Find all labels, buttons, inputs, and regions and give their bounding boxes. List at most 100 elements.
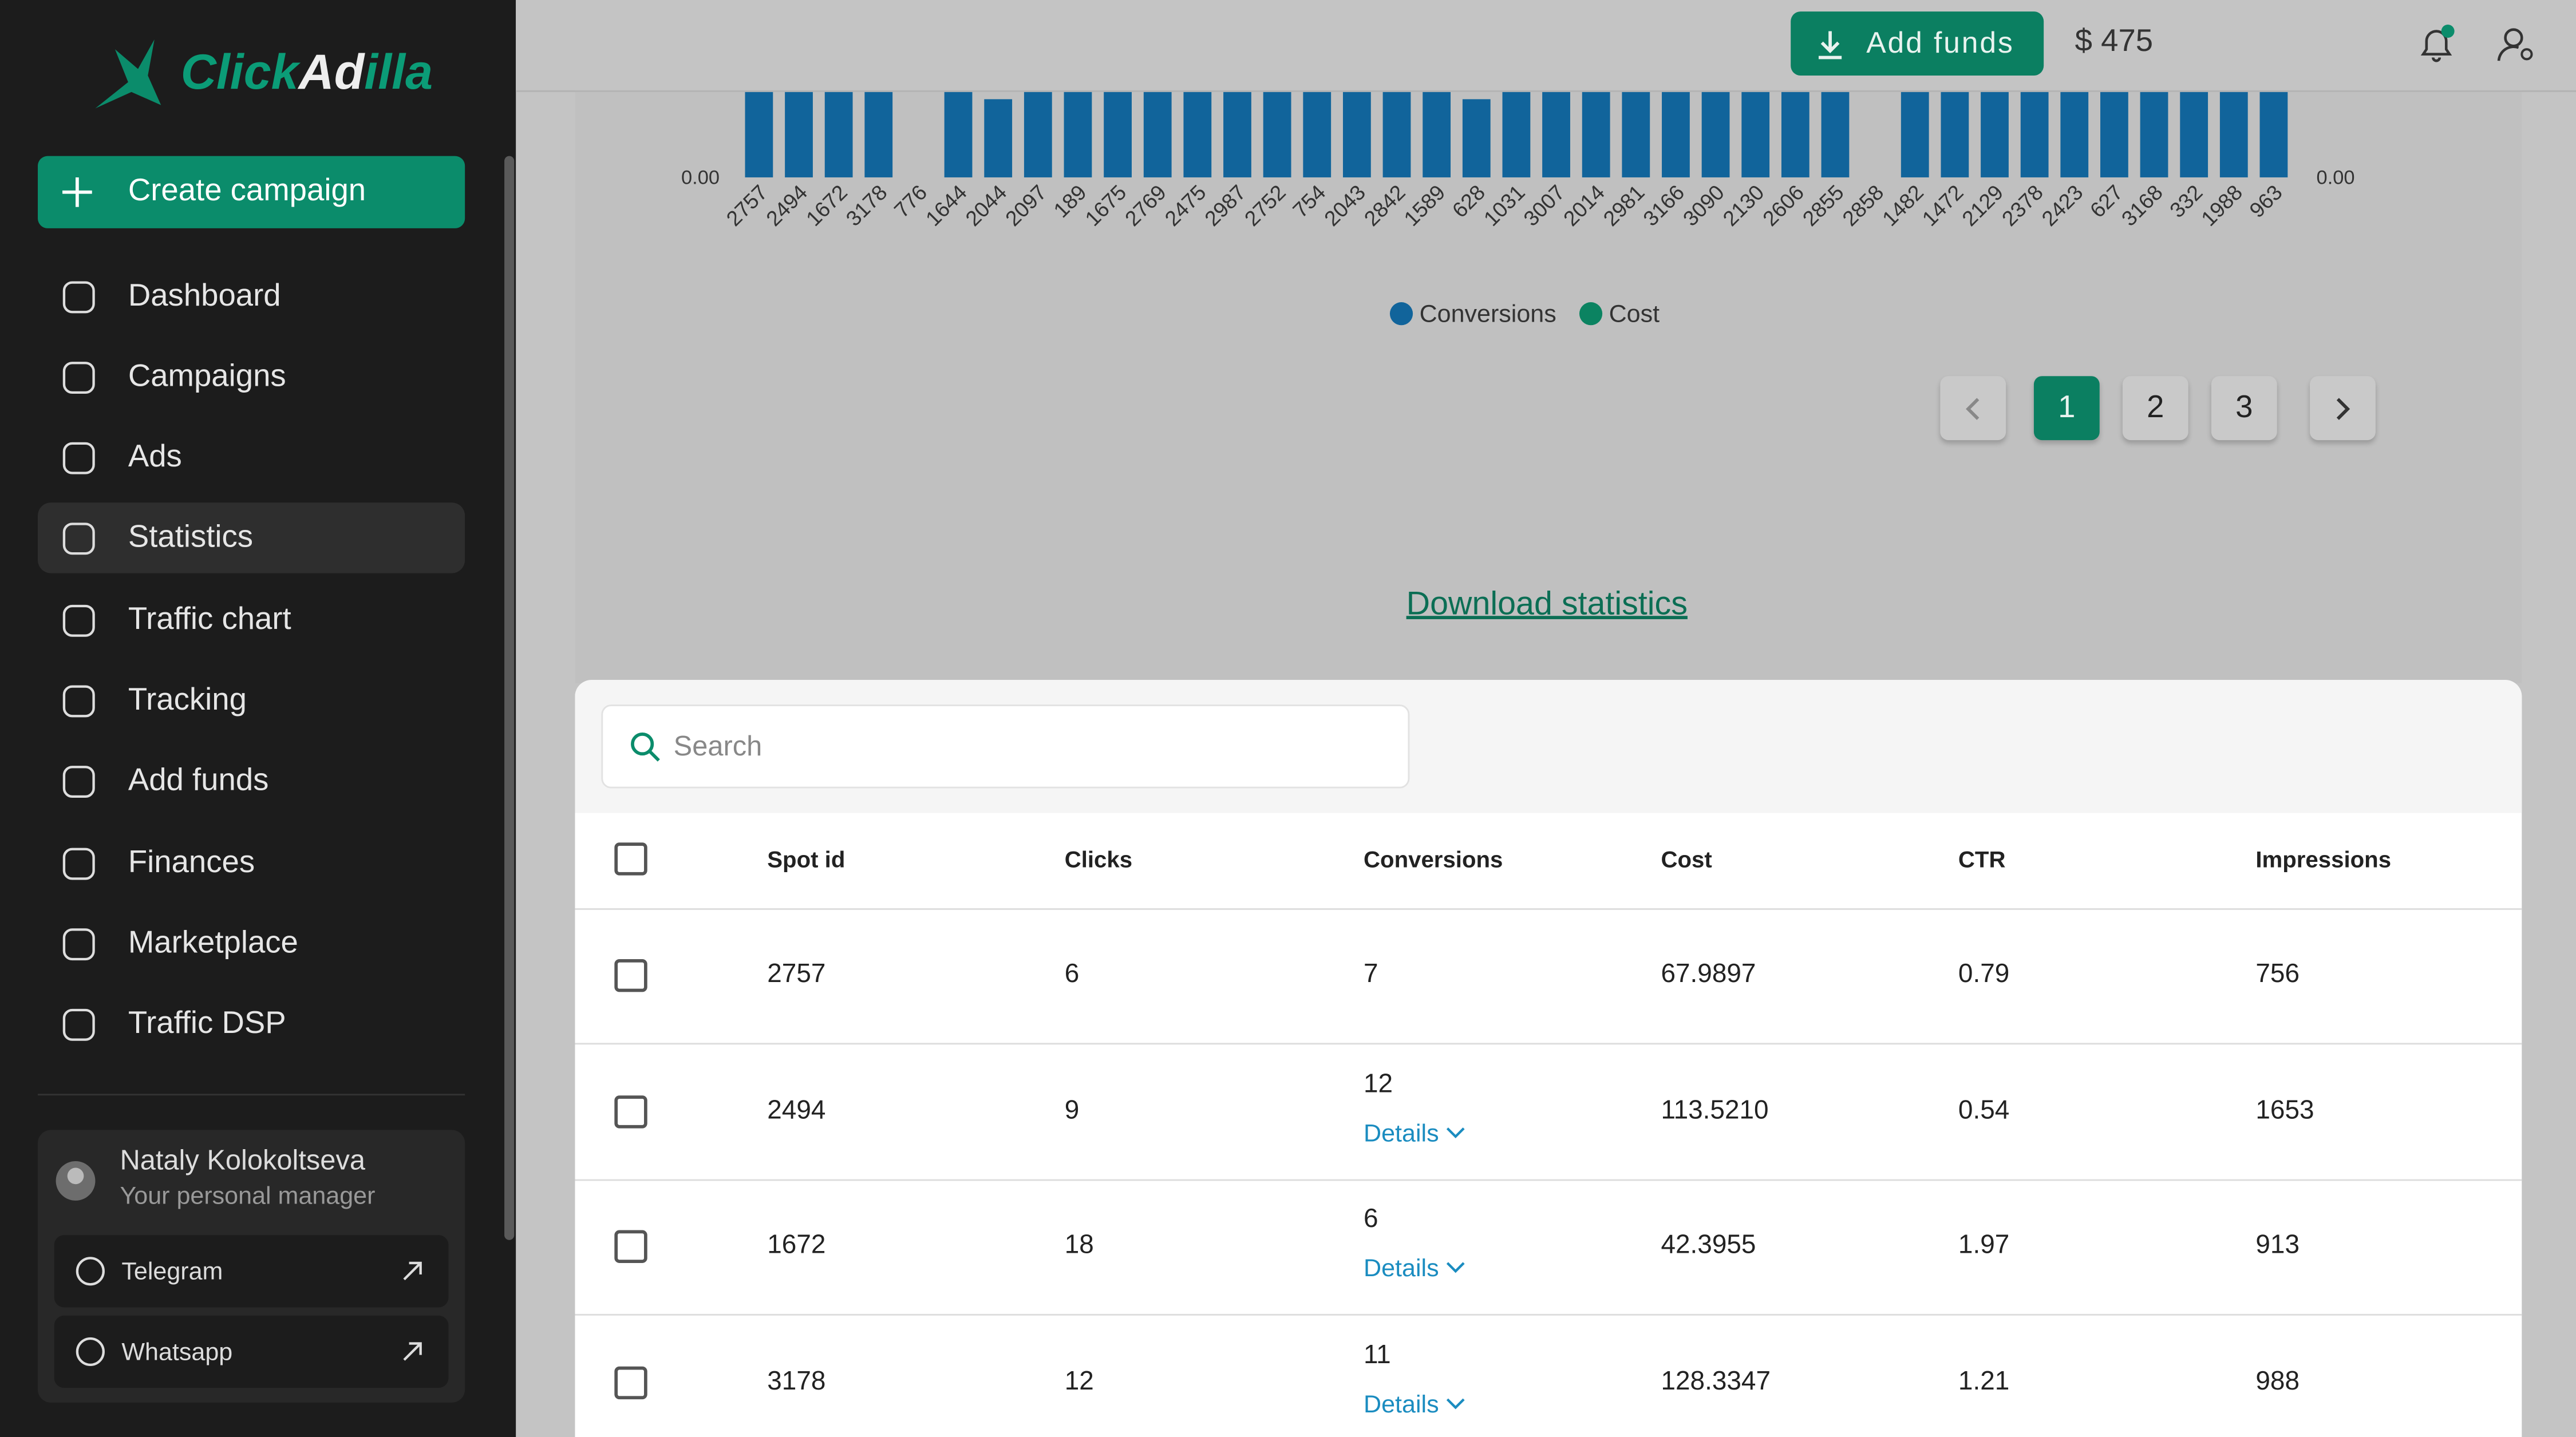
menu-item[interactable]: Traffic chart [38,585,465,655]
table-cell: 0.79 [1958,960,2010,989]
menu-label: Marketplace [128,925,298,960]
manager-name: Nataly Kolokoltseva [120,1145,366,1176]
menu-item[interactable]: Traffic DSP [38,989,465,1059]
header [516,0,2576,92]
legend-swatch [1389,302,1413,326]
divider [38,1094,465,1096]
sidebar: ClickAdilla Create campaign Dashboard Cam… [0,0,516,1437]
x-tick-label: 3178 [841,180,891,231]
menu-label: Campaigns [128,359,286,394]
scrollbar[interactable] [504,156,515,1240]
x-tick-label: 3166 [1638,180,1689,231]
menu-label: Tracking [128,682,247,717]
table-cell: 7 [1364,960,1378,989]
menu-item[interactable]: Marketplace [38,908,465,979]
search-input[interactable]: Search [601,704,1410,789]
x-tick-label: 963 [2245,180,2287,223]
contact-button[interactable]: Telegram [54,1235,449,1308]
table-cell: 1653 [2255,1096,2314,1125]
x-tick-label: 2987 [1200,180,1250,231]
x-tick-label: 3007 [1519,180,1569,231]
x-tick-label: 2129 [1957,180,2008,231]
logo-icon [95,39,161,109]
row-separator [575,1043,2522,1045]
x-tick-label: 1472 [1917,180,1967,231]
table-cell: 2494 [767,1096,826,1125]
x-tick-label: 2752 [1240,180,1290,231]
menu-item[interactable]: Finances [38,828,465,898]
chart-panel [575,92,2522,683]
menu-item[interactable]: Campaigns [38,342,465,412]
table-card: Search Spot id Clicks Conversions Cost CTR Im… [575,680,2522,1437]
plus-icon [62,177,92,207]
table-cell: 913 [2255,1232,2300,1260]
table-cell: 128.3347 [1661,1367,1771,1395]
x-tick-label: 2097 [1001,180,1051,231]
x-tick-label: 2130 [1718,180,1768,231]
notifications-icon[interactable] [2415,23,2458,66]
table-cell: 6 [1064,960,1080,989]
row-separator [575,1313,2522,1316]
search-placeholder: Search [673,731,762,762]
checkbox[interactable] [614,959,647,992]
table-cell: 11 [1364,1341,1391,1369]
menu-label: Traffic DSP [128,1005,286,1041]
x-tick-label: 2475 [1160,180,1210,231]
page-button[interactable]: 3 [2211,376,2277,441]
brand: ClickAdilla [181,46,433,102]
x-tick-label: 2423 [2037,180,2087,231]
menu-label: Statistics [128,520,254,555]
x-tick-label: 3090 [1678,180,1729,231]
menu-label: Add funds [128,763,269,798]
table-cell: 12 [1064,1367,1094,1395]
create-campaign-button[interactable]: Create campaign [38,156,465,228]
search-bar: Search [575,680,2522,813]
checkbox[interactable] [614,1094,647,1128]
add-funds-button[interactable]: Add funds [1791,11,2044,76]
table-cell: 18 [1064,1232,1094,1260]
legend-label: Cost [1609,300,1660,328]
table-cell: 756 [2255,960,2300,989]
legend-label: Conversions [1420,300,1556,328]
menu-label: Finances [128,845,255,880]
details-toggle[interactable]: Details [1364,1390,1467,1418]
prev-page[interactable] [1940,376,2006,441]
download-link[interactable]: Download statistics [1406,586,1688,623]
next-page[interactable] [2310,376,2376,441]
x-tick-label: 2043 [1319,180,1370,231]
checkbox[interactable] [614,1230,647,1263]
details-toggle[interactable]: Details [1364,1254,1467,1283]
checkbox[interactable] [614,842,647,876]
column-header: Conversions [1364,845,1503,872]
details-toggle[interactable]: Details [1364,1119,1467,1147]
profile-icon[interactable] [2494,23,2537,66]
x-tick-label: 2014 [1559,180,1609,231]
contact-button[interactable]: Whatsapp [54,1315,449,1388]
menu-label: Ads [128,439,182,474]
brand-part: illa [364,46,433,101]
menu-item[interactable]: Ads [38,422,465,493]
table-cell: 0.54 [1958,1096,2010,1125]
checkbox[interactable] [614,1365,647,1399]
row-separator [575,908,2522,910]
table-cell: 9 [1064,1096,1080,1125]
table-cell: 988 [2255,1367,2300,1395]
x-tick-label: 1031 [1479,180,1529,231]
column-header: Cost [1661,845,1712,872]
x-tick-label: 2981 [1598,180,1649,231]
menu-item[interactable]: Dashboard [38,261,465,331]
download-icon [1818,31,1842,60]
manager-card: Nataly Kolokoltseva Your personal manage… [38,1130,465,1403]
page-button[interactable]: 2 [2122,376,2188,441]
menu-item[interactable]: Add funds [38,746,465,816]
menu-item[interactable]: Statistics [38,502,465,573]
x-tick-label: 1482 [1878,180,1928,231]
menu-item[interactable]: Tracking [38,665,465,735]
table-cell: 12 [1364,1070,1393,1098]
page-button[interactable]: 1 [2033,376,2100,441]
x-tick-label: 2044 [961,180,1011,231]
details-label: Details [1364,1254,1439,1283]
details-label: Details [1364,1390,1439,1419]
bar [1462,99,1491,177]
